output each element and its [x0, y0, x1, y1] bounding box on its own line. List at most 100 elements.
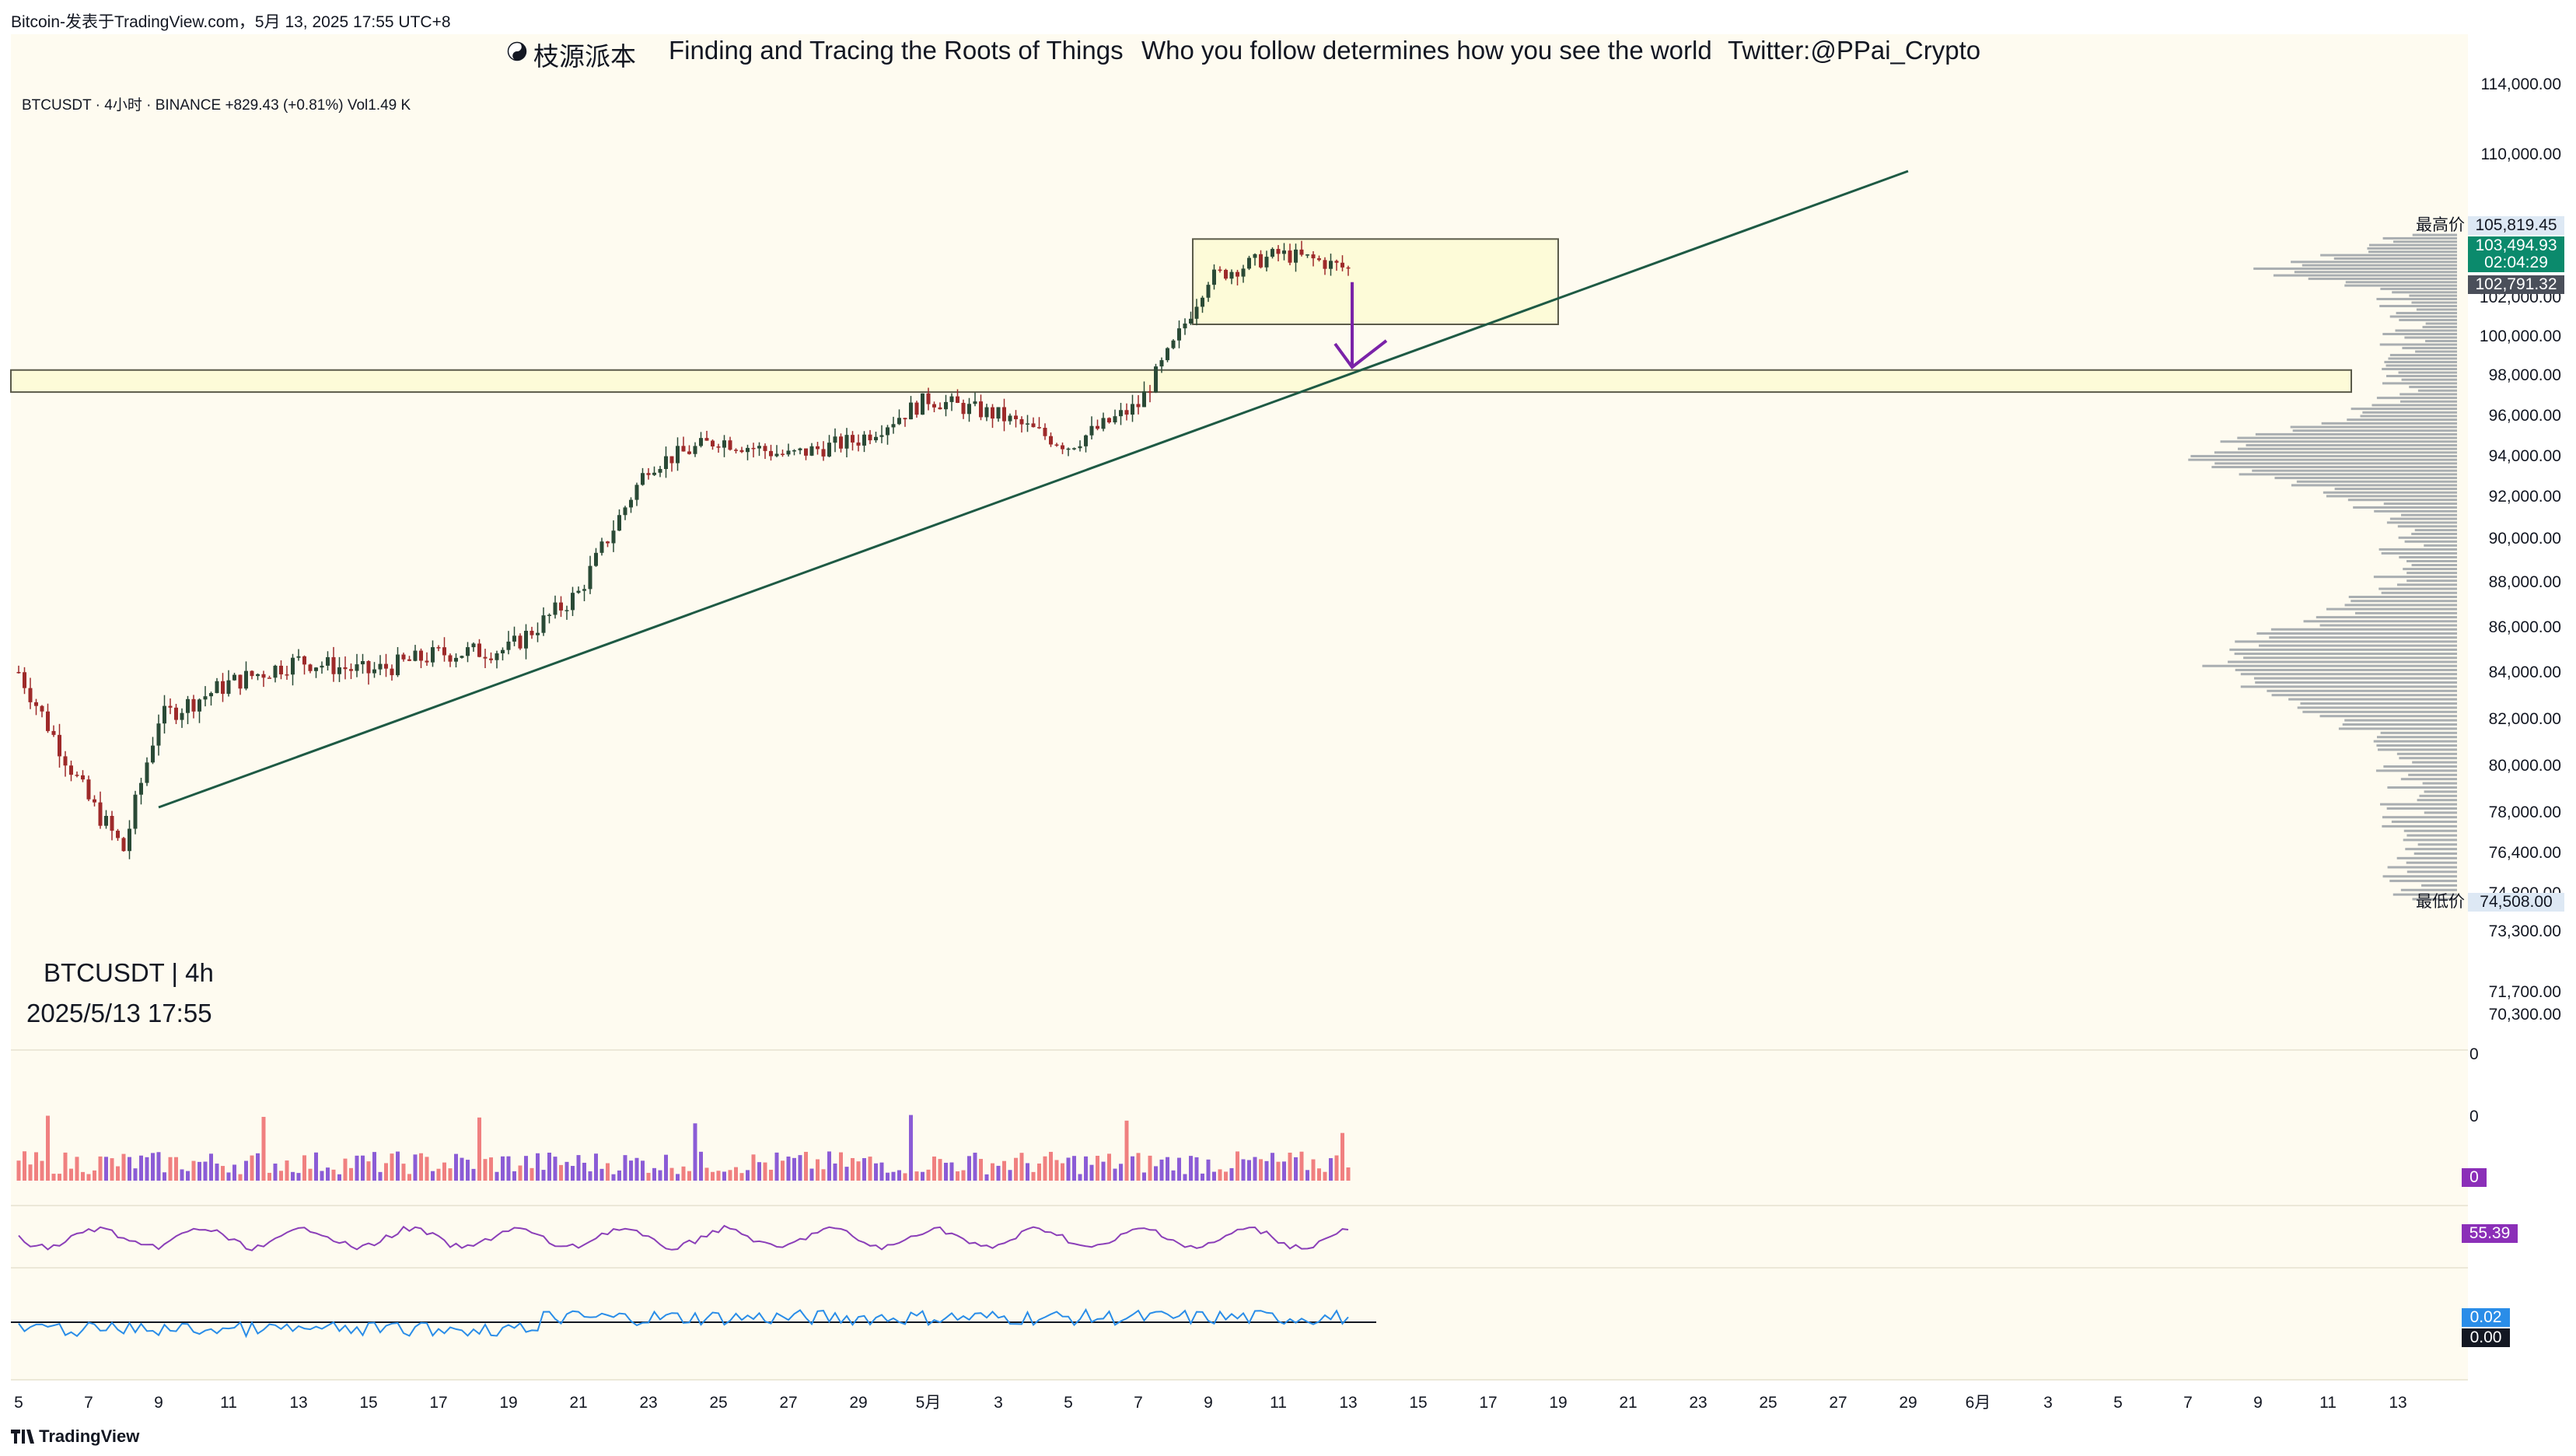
volume-profile-bar	[2342, 723, 2457, 726]
candle-body	[973, 401, 977, 404]
volume-profile-bar	[2347, 499, 2457, 502]
time-tick-label: 15	[1409, 1394, 1427, 1412]
tradingview-logo[interactable]: TradingView	[11, 1426, 139, 1447]
volume-bar	[664, 1154, 668, 1181]
volume-bar	[827, 1151, 831, 1181]
price-tick-label: 98,000.00	[2489, 366, 2561, 384]
volume-bar	[483, 1159, 488, 1181]
volume-bar	[1311, 1159, 1316, 1181]
volume-profile-bar	[2376, 298, 2457, 300]
volume-bar	[949, 1162, 954, 1181]
volume-bar	[681, 1166, 686, 1181]
volume-bar	[1201, 1173, 1204, 1181]
high-price-badge: 105,819.45	[2468, 216, 2564, 235]
timeframe-label: BTCUSDT | 4h	[44, 958, 214, 987]
candle-body	[693, 446, 697, 454]
volume-profile-bar	[2382, 382, 2457, 385]
volume-bar	[63, 1152, 68, 1181]
candle-body	[232, 674, 236, 681]
price-tick-label: 84,000.00	[2489, 663, 2561, 681]
volume-bar	[133, 1168, 138, 1181]
volume-bar	[477, 1117, 481, 1181]
candle-body	[967, 404, 971, 415]
candle-body	[541, 615, 546, 633]
time-tick-label: 23	[1689, 1394, 1707, 1412]
candle-body	[722, 440, 726, 448]
volume-bar	[1148, 1155, 1152, 1181]
candle-body	[186, 698, 190, 713]
candle-body	[763, 446, 767, 451]
volume-bar	[1119, 1164, 1123, 1181]
candle-body	[250, 670, 254, 677]
candle-body	[804, 448, 808, 456]
candle-body	[81, 775, 85, 780]
candle-body	[1311, 254, 1316, 259]
yin-yang-icon	[507, 36, 527, 65]
volume-profile-bar	[2395, 329, 2457, 332]
candle-body	[1119, 410, 1123, 417]
time-tick-label: 3	[2043, 1394, 2053, 1412]
volume-bar	[862, 1158, 866, 1181]
candle-body	[669, 456, 674, 464]
candle-body	[711, 440, 715, 446]
candle-body	[816, 446, 820, 450]
volume-profile-bar	[2417, 799, 2457, 802]
volume-profile-bar	[2382, 368, 2457, 370]
volume-profile-bar	[2214, 462, 2457, 465]
volume-bar	[86, 1174, 91, 1181]
volume-profile-bar	[2377, 748, 2457, 751]
volume-profile-bar	[2399, 400, 2457, 403]
candle-body	[110, 816, 114, 831]
volume-bar	[809, 1168, 814, 1181]
volume-profile-bar	[2344, 284, 2457, 287]
volume-bar	[932, 1156, 936, 1181]
candle-body	[856, 442, 861, 446]
volume-bar	[1002, 1160, 1006, 1181]
price-tick-label: 76,400.00	[2489, 844, 2561, 862]
banner-twitter: Twitter:@PPai_Crypto	[1728, 36, 1981, 65]
volume-profile-bar	[2379, 803, 2457, 806]
volume-bar	[501, 1156, 505, 1181]
candle-body	[163, 705, 166, 724]
volume-bar	[1294, 1157, 1298, 1181]
candle-body	[518, 635, 523, 649]
volume-bar	[1166, 1157, 1169, 1181]
volume-tick-label: 0	[2469, 1045, 2479, 1063]
volume-profile-bar	[2396, 312, 2457, 314]
volume-bar	[1317, 1168, 1321, 1181]
candle-body	[1154, 366, 1158, 393]
volume-bar	[1049, 1151, 1053, 1181]
volume-profile-bar	[2235, 640, 2457, 643]
volume-bar	[1124, 1120, 1129, 1181]
volume-profile-bar	[2391, 821, 2457, 824]
volume-profile-bar	[2303, 620, 2457, 623]
volume-profile-bar	[2240, 673, 2457, 676]
volume-bar	[163, 1172, 166, 1181]
volume-profile-bar	[2424, 544, 2457, 547]
volume-bar	[693, 1123, 697, 1181]
volume-bar	[110, 1158, 114, 1181]
volume-bar	[506, 1156, 511, 1181]
candle-body	[1019, 418, 1024, 425]
volume-bar	[588, 1171, 592, 1181]
volume-bar	[221, 1166, 225, 1181]
volume-profile-bar	[2362, 411, 2457, 414]
volume-bar	[728, 1170, 732, 1181]
volume-bar	[1271, 1153, 1274, 1181]
volume-bar	[1066, 1157, 1071, 1181]
candle-body	[704, 438, 709, 441]
candle-body	[1218, 269, 1222, 271]
price-tick-label: 100,000.00	[2480, 327, 2561, 345]
volume-profile-bar	[2334, 488, 2457, 491]
volume-bar	[1247, 1160, 1251, 1181]
candle-body	[1317, 258, 1321, 261]
volume-bar	[944, 1163, 948, 1181]
volume-profile-bar	[2386, 375, 2457, 377]
prev-price-badge: 102,791.32	[2468, 275, 2564, 294]
candle-body	[145, 762, 149, 783]
volume-bar	[34, 1152, 38, 1181]
volume-profile-bar	[2345, 281, 2457, 284]
volume-profile-bar	[2382, 875, 2457, 878]
window-title: Bitcoin-发表于TradingView.com，5月 13, 2025 1…	[11, 13, 451, 31]
